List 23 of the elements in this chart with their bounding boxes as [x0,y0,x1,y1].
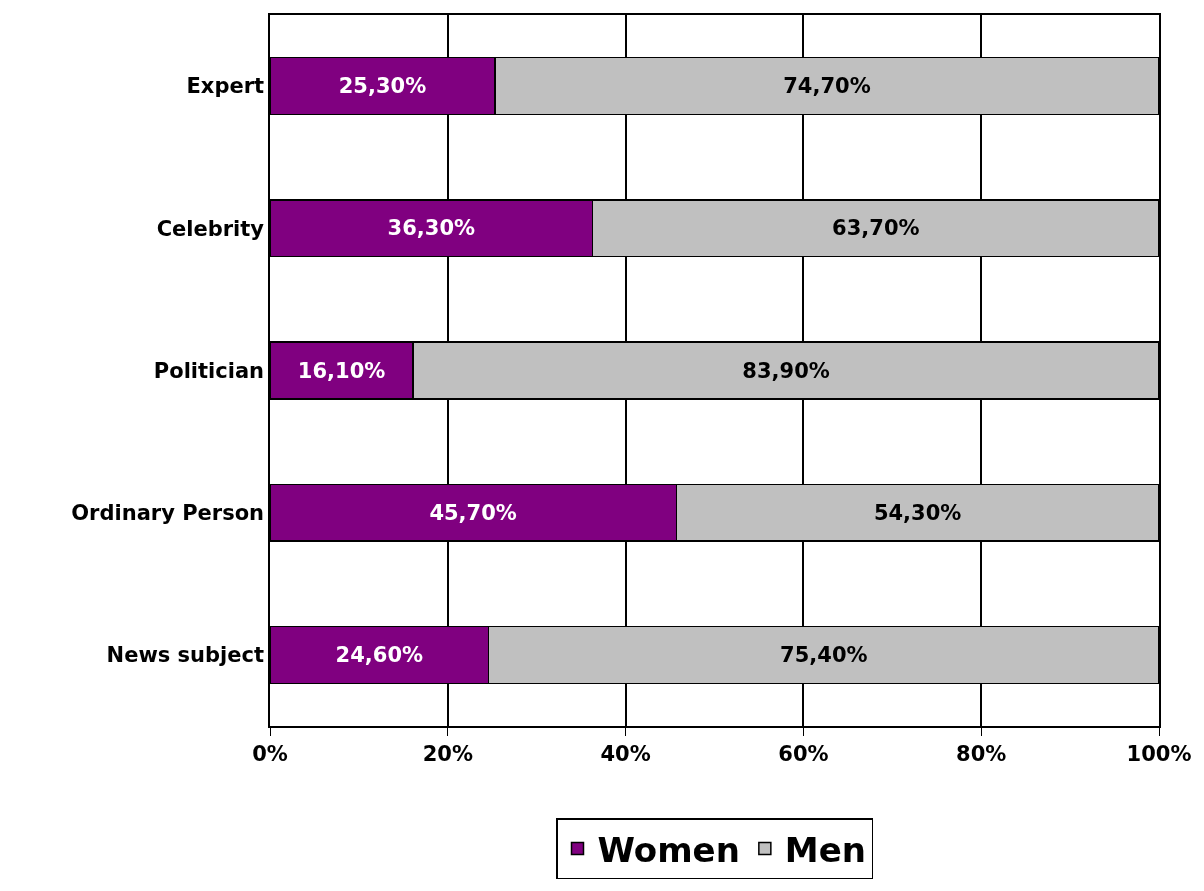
data-label: 24,60% [335,642,424,667]
y-tick-label: Politician [153,358,265,383]
legend-label: Women [597,829,740,870]
x-tick-label: 60% [778,741,829,766]
data-label: 16,10% [297,358,386,383]
data-label: 54,30% [873,500,962,525]
data-label: 45,70% [429,500,517,525]
data-label: 36,30% [387,216,476,241]
data-label: 63,70% [832,216,920,241]
y-tick-label: Celebrity [156,216,265,241]
data-label: 75,40% [780,642,868,667]
x-tick-label: 100% [1126,741,1192,766]
x-tick-label: 0% [252,741,288,766]
x-tick-label: 20% [422,741,473,766]
y-tick-label: Ordinary Person [71,501,265,526]
legend-label: Men [784,829,866,870]
data-label: 83,90% [742,358,830,383]
y-tick-label: Expert [186,74,265,99]
data-label: 74,70% [783,74,871,99]
x-tick-label: 40% [600,741,651,766]
x-tick-label: 80% [956,741,1007,766]
y-tick-label: News subject [106,643,265,668]
data-label: 25,30% [338,74,427,99]
